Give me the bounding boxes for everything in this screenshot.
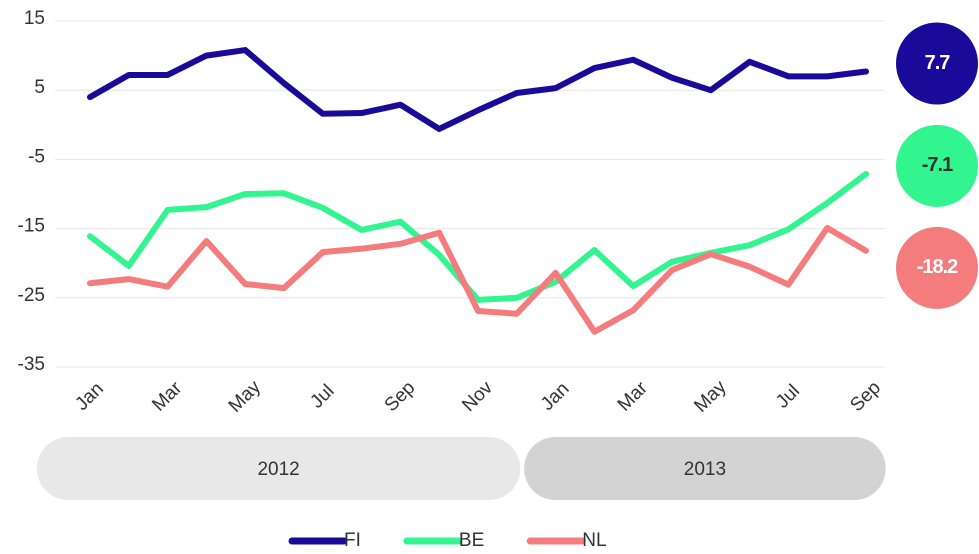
- year-label: 2012: [257, 459, 299, 480]
- y-tick-label: 5: [34, 77, 45, 98]
- year-band: [524, 437, 886, 500]
- end-badge: [896, 22, 978, 105]
- year-band: [37, 437, 521, 500]
- year-label: 2013: [684, 459, 726, 480]
- x-tick-label: Sep: [381, 377, 420, 416]
- x-tick-label: Jul: [306, 381, 338, 413]
- y-tick-label: 15: [24, 8, 45, 29]
- legend-label: BE: [459, 530, 484, 551]
- x-tick-label: Mar: [148, 377, 186, 415]
- end-badge: [896, 124, 978, 207]
- end-badge: [896, 226, 978, 309]
- line-series: [87, 47, 869, 132]
- y-tick-label: -25: [18, 285, 45, 306]
- end-label: -18.2: [917, 256, 958, 278]
- legend-label: FI: [344, 530, 361, 551]
- x-tick-label: May: [690, 376, 731, 417]
- x-tick-label: Mar: [614, 377, 652, 415]
- line-series: [87, 170, 869, 303]
- x-tick-label: May: [225, 376, 266, 417]
- x-tick-label: Jan: [71, 378, 108, 415]
- y-tick-label: -35: [18, 354, 45, 375]
- x-tick-label: Sep: [846, 377, 885, 416]
- line-series: [87, 224, 869, 335]
- x-tick-label: Jul: [772, 381, 804, 413]
- legend-label: NL: [582, 530, 606, 551]
- y-tick-label: -15: [18, 216, 45, 237]
- x-tick-label: Nov: [458, 377, 497, 416]
- end-label: 7.7: [925, 52, 951, 74]
- end-label: -7.1: [922, 154, 953, 176]
- x-tick-label: Jan: [537, 378, 574, 415]
- y-tick-label: -5: [28, 146, 45, 167]
